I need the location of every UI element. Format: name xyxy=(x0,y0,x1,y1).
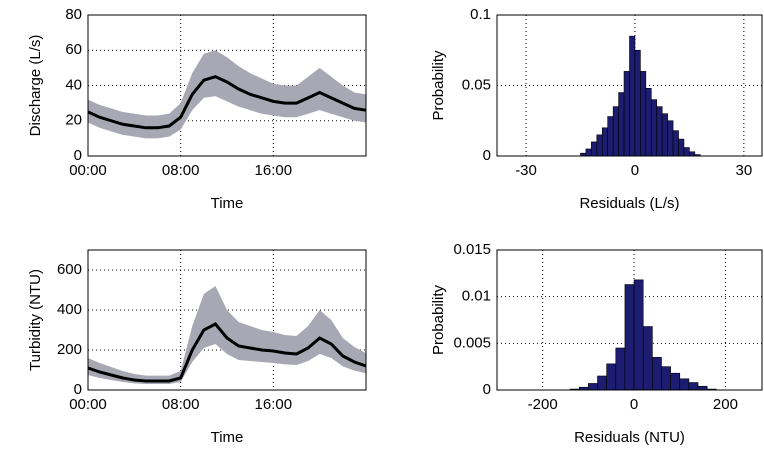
mean-line xyxy=(87,322,367,383)
histogram-bar xyxy=(633,279,644,391)
uncertainty-band xyxy=(88,50,366,139)
y-tick-label: 0 xyxy=(74,381,82,398)
histogram-bar xyxy=(588,383,598,391)
x-tick-label: 30 xyxy=(736,162,753,179)
histogram-bar xyxy=(661,113,668,157)
y-tick-label: 80 xyxy=(65,6,82,23)
plot-frame xyxy=(87,14,367,157)
y-tick-label: 0.05 xyxy=(462,76,491,93)
y-axis-label: Probability xyxy=(430,284,447,355)
histogram-bar xyxy=(645,88,652,157)
histogram-bar xyxy=(606,363,617,391)
x-axis-label: Time xyxy=(211,429,244,446)
y-tick-label: 60 xyxy=(65,41,82,58)
histogram-bar xyxy=(670,372,681,391)
plot-frame xyxy=(87,249,367,391)
histogram-bar xyxy=(656,106,663,157)
histogram-bar xyxy=(640,71,647,157)
histogram-bar xyxy=(697,385,708,391)
y-tick-label: 0 xyxy=(483,147,491,164)
plot-frame xyxy=(496,249,763,391)
histogram-bar xyxy=(615,347,626,391)
y-axis-label: Discharge (L/s) xyxy=(27,35,44,137)
x-axis-label: Residuals (NTU) xyxy=(574,429,685,446)
histogram-bar xyxy=(679,378,690,391)
y-tick-label: 0.01 xyxy=(462,288,491,305)
x-axis-label: Residuals (L/s) xyxy=(579,195,679,212)
histogram-bar xyxy=(629,35,636,157)
histogram-bar xyxy=(607,116,614,157)
x-tick-label: 16:00 xyxy=(255,396,293,413)
histogram-bar xyxy=(683,147,690,157)
x-tick-label: 08:00 xyxy=(162,396,200,413)
x-tick-label: 16:00 xyxy=(255,162,293,179)
histogram-bar xyxy=(642,326,653,391)
histogram-bar xyxy=(618,92,625,157)
y-tick-label: 600 xyxy=(57,261,82,278)
y-tick-label: 400 xyxy=(57,301,82,318)
y-tick-label: 0.015 xyxy=(453,241,491,258)
histogram-bar xyxy=(597,375,607,391)
histogram-bar xyxy=(650,99,658,157)
y-tick-label: 20 xyxy=(65,112,82,129)
x-tick-label: -30 xyxy=(515,162,537,179)
histogram-bar xyxy=(688,382,699,391)
plot-frame xyxy=(496,14,763,157)
x-tick-label: 200 xyxy=(713,396,738,413)
x-tick-label: 08:00 xyxy=(162,162,200,179)
x-tick-label: 00:00 xyxy=(69,162,107,179)
histogram-bar xyxy=(591,141,598,157)
histogram-bar xyxy=(612,106,619,157)
x-tick-label: 00:00 xyxy=(69,396,107,413)
histogram-bar xyxy=(652,357,662,391)
y-tick-label: 200 xyxy=(57,341,82,358)
histogram-bar xyxy=(678,138,685,157)
histogram-bar xyxy=(661,366,671,391)
x-tick-label: 0 xyxy=(631,162,639,179)
histogram-bar xyxy=(624,284,635,391)
histogram-bar xyxy=(601,127,609,157)
y-axis-label: Turbidity (NTU) xyxy=(27,269,44,371)
histogram-bar xyxy=(623,71,630,157)
x-axis-label: Time xyxy=(211,195,244,212)
histogram-bar xyxy=(585,148,592,157)
mean-line xyxy=(87,75,367,130)
x-tick-label: 0 xyxy=(630,396,638,413)
y-tick-label: 0 xyxy=(483,381,491,398)
uncertainty-band xyxy=(88,286,366,384)
histogram-bar xyxy=(672,130,679,157)
y-axis-label: Probability xyxy=(430,50,447,121)
x-tick-label: -200 xyxy=(528,396,558,413)
y-tick-label: 0.005 xyxy=(453,334,491,351)
histogram-bar xyxy=(634,49,641,157)
y-tick-label: 0 xyxy=(74,147,82,164)
y-tick-label: 0.1 xyxy=(470,6,491,23)
histogram-bar xyxy=(689,151,696,157)
y-tick-label: 40 xyxy=(65,76,82,93)
histogram-bar xyxy=(667,120,674,157)
histogram-bar xyxy=(596,134,603,157)
